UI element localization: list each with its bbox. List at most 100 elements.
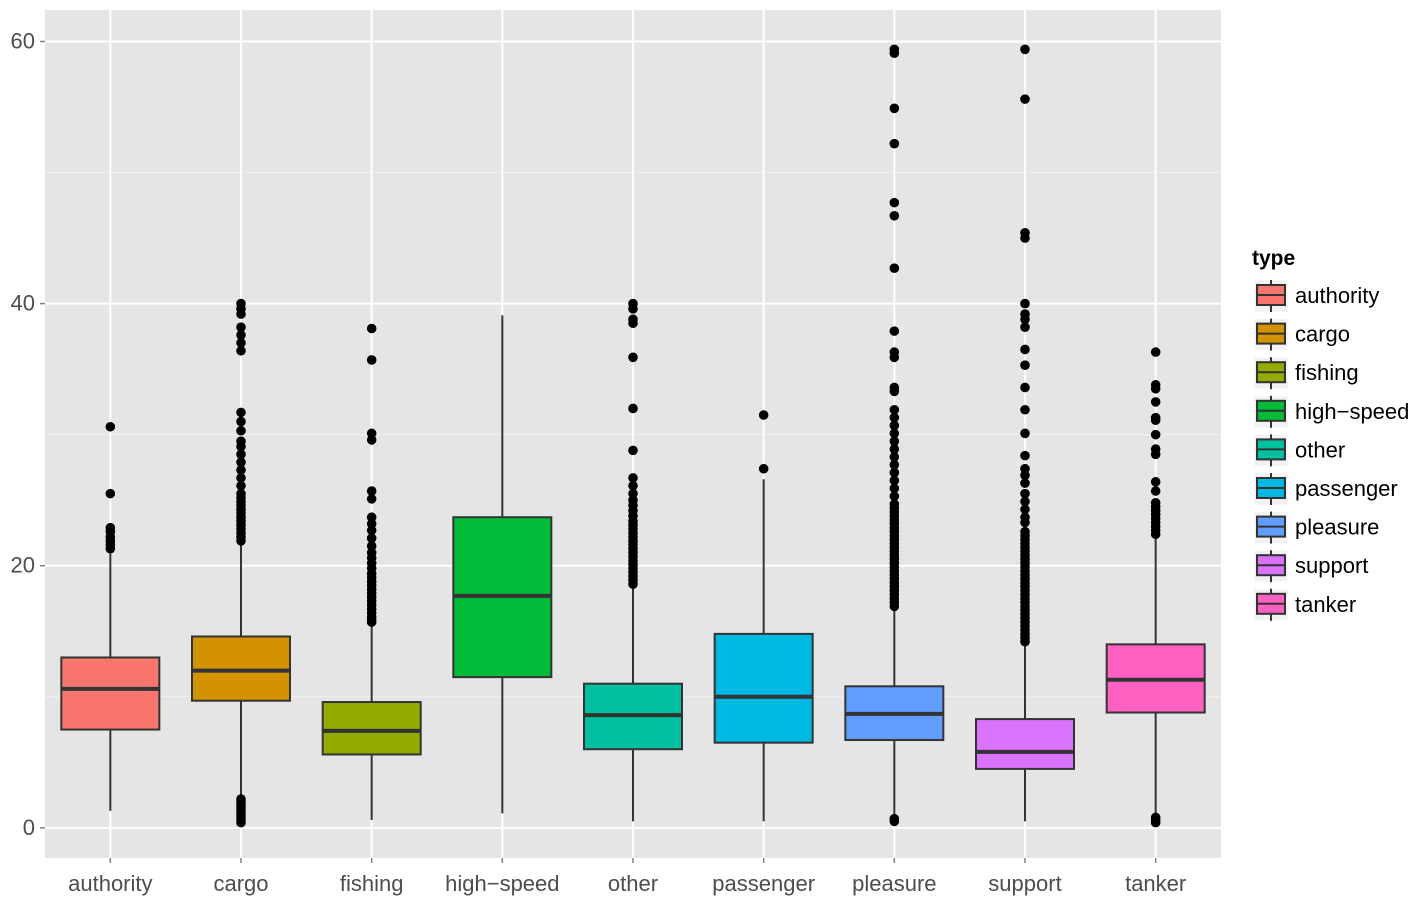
x-tick-label: high−speed xyxy=(445,871,559,896)
outlier-point xyxy=(889,44,900,55)
outlier-point xyxy=(628,473,638,483)
outlier-point xyxy=(366,533,377,543)
outlier-point xyxy=(889,467,900,478)
outlier-point xyxy=(105,522,116,533)
outlier-point xyxy=(1020,44,1030,55)
outlier-point xyxy=(236,407,246,418)
outlier-point xyxy=(889,138,900,149)
x-tick-label: passenger xyxy=(712,871,815,896)
outlier-point xyxy=(1020,512,1030,523)
outlier-point xyxy=(366,512,377,523)
outlier-point xyxy=(889,483,900,494)
outlier-point xyxy=(366,428,377,439)
outlier-point xyxy=(1150,498,1161,508)
outlier-point xyxy=(1020,94,1030,104)
x-tick-label: other xyxy=(608,871,658,896)
outlier-point xyxy=(889,382,900,393)
outlier-point xyxy=(1020,360,1030,370)
outlier-point xyxy=(236,425,246,436)
x-tick-label: authority xyxy=(68,871,152,896)
outlier-point xyxy=(1150,397,1161,407)
x-tick-label: fishing xyxy=(340,871,404,896)
outlier-point xyxy=(236,465,246,475)
outlier-point xyxy=(1020,344,1030,355)
outlier-point xyxy=(628,445,638,456)
outlier-point xyxy=(1150,380,1161,390)
outlier-point xyxy=(889,210,900,221)
outlier-point xyxy=(628,488,638,499)
outlier-point xyxy=(236,338,246,348)
outlier-point xyxy=(1150,477,1161,487)
outlier-point xyxy=(889,404,900,415)
legend-label: passenger xyxy=(1295,476,1398,501)
outlier-point xyxy=(1150,444,1161,454)
outlier-point xyxy=(236,457,246,467)
legend-label: high−speed xyxy=(1295,399,1409,424)
outlier-point xyxy=(889,436,900,447)
outlier-point xyxy=(1150,429,1161,440)
outlier-point xyxy=(1020,526,1030,537)
outlier-point xyxy=(236,449,246,460)
box-8 xyxy=(975,718,1075,770)
outlier-point xyxy=(1020,450,1030,461)
outlier-point xyxy=(889,420,900,431)
x-tick-label: cargo xyxy=(213,871,268,896)
legend-label: other xyxy=(1295,437,1345,462)
box-3 xyxy=(321,701,422,756)
axes: 0 20 40 60 authority cargo fishing high−speed ot… xyxy=(11,28,1187,896)
outlier-point xyxy=(236,345,246,356)
legend-label: support xyxy=(1295,553,1368,578)
outlier-point xyxy=(1020,228,1030,238)
legend: type authority cargo fishing high−speed othe… xyxy=(1252,247,1409,622)
outlier-point xyxy=(1020,298,1030,309)
legend-title: type xyxy=(1252,247,1295,270)
outlier-point xyxy=(236,488,246,499)
outlier-point xyxy=(1150,412,1161,423)
outlier-point xyxy=(1020,463,1030,474)
outlier-point xyxy=(889,452,900,462)
outlier-point xyxy=(758,463,769,474)
outlier-point xyxy=(1150,486,1161,496)
outlier-point xyxy=(236,473,246,483)
outlier-point xyxy=(628,352,638,363)
outlier-point xyxy=(889,326,900,336)
outlier-point xyxy=(366,541,377,551)
outlier-point xyxy=(236,322,246,332)
legend-label: fishing xyxy=(1295,360,1359,385)
outlier-point xyxy=(889,444,900,454)
outlier-point xyxy=(1020,496,1030,507)
outlier-point xyxy=(1020,322,1030,332)
outlier-point xyxy=(889,499,900,509)
y-tick-label: 20 xyxy=(11,553,35,578)
outlier-point xyxy=(889,412,900,423)
outlier-point xyxy=(628,298,638,309)
outlier-point xyxy=(628,314,638,325)
outlier-points xyxy=(105,44,1161,828)
y-tick-label: 0 xyxy=(23,815,35,840)
y-tick-label: 40 xyxy=(11,291,35,316)
outlier-point xyxy=(889,263,900,274)
boxes xyxy=(60,315,1206,822)
outlier-point xyxy=(236,480,246,491)
legend-label: authority xyxy=(1295,283,1379,308)
outlier-point xyxy=(236,436,246,447)
x-tick-label: pleasure xyxy=(852,871,936,896)
outlier-point xyxy=(889,491,900,502)
outlier-point xyxy=(889,347,900,357)
legend-label: tanker xyxy=(1295,592,1356,617)
outlier-point xyxy=(1020,504,1030,515)
outlier-point xyxy=(889,813,900,824)
outlier-point xyxy=(1150,347,1161,357)
outlier-point xyxy=(105,421,116,432)
outlier-point xyxy=(628,480,638,491)
outlier-point xyxy=(758,410,769,420)
outlier-point xyxy=(1020,488,1030,499)
box-1 xyxy=(60,656,161,731)
x-tick-label: support xyxy=(988,871,1061,896)
outlier-point xyxy=(889,103,900,114)
outlier-point xyxy=(1020,404,1030,415)
outlier-point xyxy=(889,460,900,470)
outlier-point xyxy=(236,416,246,427)
